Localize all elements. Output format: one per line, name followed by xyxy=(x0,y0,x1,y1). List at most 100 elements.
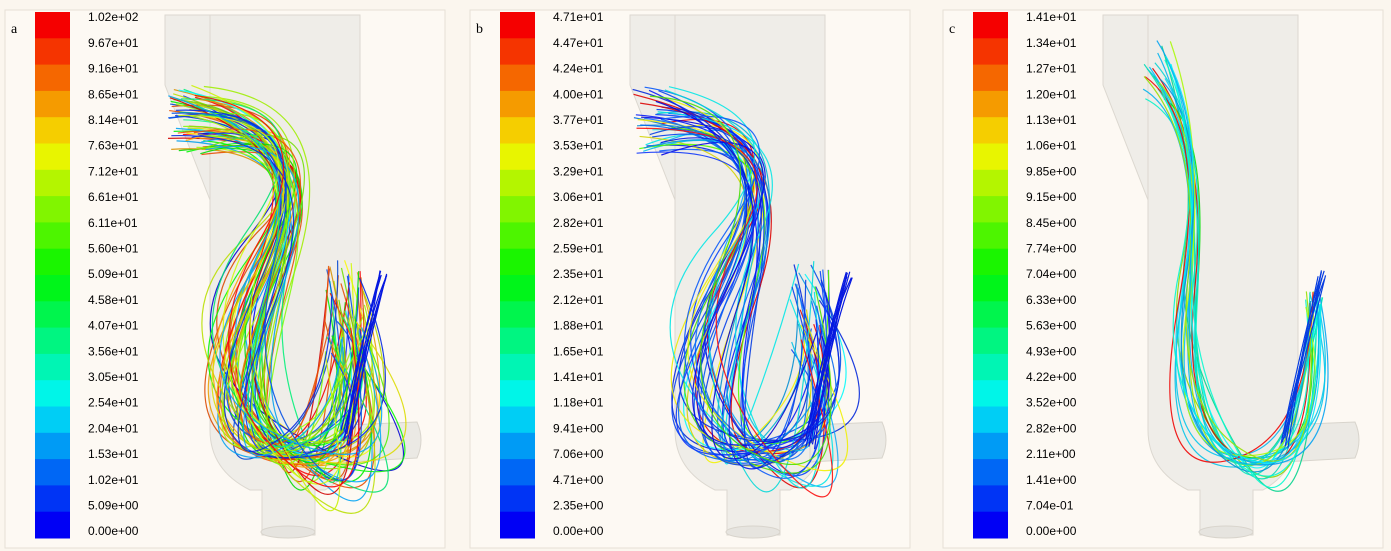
legend-label: 0.00e+00 xyxy=(553,524,604,538)
colorbar-band xyxy=(35,328,70,355)
colorbar-band xyxy=(35,301,70,328)
colorbar-band xyxy=(35,38,70,65)
colorbar-band xyxy=(500,380,535,407)
legend-label: 1.65e+01 xyxy=(553,344,604,358)
colorbar-band xyxy=(973,170,1008,197)
legend-label: 0.00e+00 xyxy=(88,524,139,538)
colorbar-band xyxy=(35,485,70,512)
panel-label: a xyxy=(11,22,18,37)
colorbar-band xyxy=(500,433,535,460)
legend-label: 4.00e+01 xyxy=(553,87,604,101)
panel: a1.02e+029.67e+019.16e+018.65e+018.14e+0… xyxy=(5,10,445,548)
colorbar-band xyxy=(35,354,70,381)
colorbar-band xyxy=(35,275,70,302)
legend-label: 4.93e+00 xyxy=(1026,344,1077,358)
legend-label: 7.63e+01 xyxy=(88,139,139,153)
colorbar-band xyxy=(35,222,70,249)
legend-label: 6.11e+01 xyxy=(88,216,138,230)
colorbar-band xyxy=(500,91,535,118)
colorbar-band xyxy=(973,12,1008,39)
legend-label: 4.47e+01 xyxy=(553,36,604,50)
legend-label: 1.06e+01 xyxy=(1026,139,1077,153)
legend-label: 9.67e+01 xyxy=(88,36,139,50)
legend-label: 5.63e+00 xyxy=(1026,319,1077,333)
colorbar-band xyxy=(973,433,1008,460)
legend-label: 1.41e+01 xyxy=(553,370,604,384)
legend-label: 4.22e+00 xyxy=(1026,370,1077,384)
colorbar-band xyxy=(500,328,535,355)
legend-label: 1.34e+01 xyxy=(1026,36,1077,50)
legend-label: 5.09e+01 xyxy=(88,267,139,281)
legend-label: 3.29e+01 xyxy=(553,164,604,178)
colorbar-band xyxy=(500,407,535,434)
colorbar-band xyxy=(35,117,70,144)
legend-label: 8.14e+01 xyxy=(88,113,139,127)
legend-label: 1.41e+00 xyxy=(1026,473,1077,487)
colorbar-band xyxy=(500,512,535,539)
legend-label: 7.04e-01 xyxy=(1026,498,1074,512)
legend-label: 1.41e+01 xyxy=(1026,10,1077,24)
colorbar-band xyxy=(500,354,535,381)
colorbar-band xyxy=(500,459,535,486)
legend-label: 1.02e+02 xyxy=(88,10,139,24)
colorbar-band xyxy=(35,12,70,39)
colorbar-band xyxy=(973,65,1008,92)
legend-label: 2.82e+01 xyxy=(553,216,604,230)
colorbar-band xyxy=(973,328,1008,355)
colorbar-band xyxy=(35,170,70,197)
colorbar-band xyxy=(973,407,1008,434)
legend-label: 5.60e+01 xyxy=(88,241,139,255)
colorbar-band xyxy=(973,91,1008,118)
colorbar-band xyxy=(500,301,535,328)
legend-label: 0.00e+00 xyxy=(1026,524,1077,538)
legend-label: 3.77e+01 xyxy=(553,113,604,127)
colorbar-band xyxy=(35,91,70,118)
colorbar-band xyxy=(500,144,535,171)
legend-label: 7.74e+00 xyxy=(1026,241,1077,255)
colorbar-band xyxy=(973,459,1008,486)
legend-label: 2.54e+01 xyxy=(88,396,139,410)
legend-label: 9.41e+00 xyxy=(553,421,604,435)
colorbar-band xyxy=(35,380,70,407)
colorbar-band xyxy=(973,249,1008,276)
panel: b4.71e+014.47e+014.24e+014.00e+013.77e+0… xyxy=(470,10,910,548)
colorbar-band xyxy=(973,196,1008,223)
legend-label: 9.15e+00 xyxy=(1026,190,1077,204)
legend-label: 2.59e+01 xyxy=(553,241,604,255)
colorbar-band xyxy=(35,433,70,460)
vessel-outlet xyxy=(1199,526,1253,538)
colorbar-band xyxy=(973,512,1008,539)
legend-label: 1.53e+01 xyxy=(88,447,139,461)
legend-label: 1.88e+01 xyxy=(553,319,604,333)
colorbar-band xyxy=(973,380,1008,407)
colorbar-band xyxy=(500,38,535,65)
legend-label: 2.11e+00 xyxy=(1026,447,1076,461)
colorbar-band xyxy=(500,170,535,197)
legend-label: 4.24e+01 xyxy=(553,62,604,76)
colorbar-band xyxy=(973,354,1008,381)
colorbar-band xyxy=(500,117,535,144)
legend-label: 1.02e+01 xyxy=(88,473,139,487)
panel-label: c xyxy=(949,22,955,37)
colorbar-band xyxy=(35,144,70,171)
colorbar-band xyxy=(500,249,535,276)
legend-label: 8.45e+00 xyxy=(1026,216,1077,230)
legend-label: 3.52e+00 xyxy=(1026,396,1077,410)
vessel-outlet xyxy=(261,526,315,538)
colorbar-band xyxy=(500,222,535,249)
legend-label: 2.35e+01 xyxy=(553,267,604,281)
colorbar-band xyxy=(35,407,70,434)
legend-label: 3.56e+01 xyxy=(88,344,139,358)
colorbar-band xyxy=(500,275,535,302)
legend-label: 4.07e+01 xyxy=(88,319,139,333)
colorbar-band xyxy=(500,12,535,39)
legend-label: 1.18e+01 xyxy=(553,396,604,410)
legend-label: 7.06e+00 xyxy=(553,447,604,461)
colorbar-band xyxy=(973,222,1008,249)
legend-label: 2.35e+00 xyxy=(553,498,604,512)
legend-label: 9.85e+00 xyxy=(1026,164,1077,178)
colorbar-band xyxy=(35,459,70,486)
colorbar-band xyxy=(500,196,535,223)
legend-label: 2.12e+01 xyxy=(553,293,604,307)
legend-label: 4.71e+01 xyxy=(553,10,604,24)
